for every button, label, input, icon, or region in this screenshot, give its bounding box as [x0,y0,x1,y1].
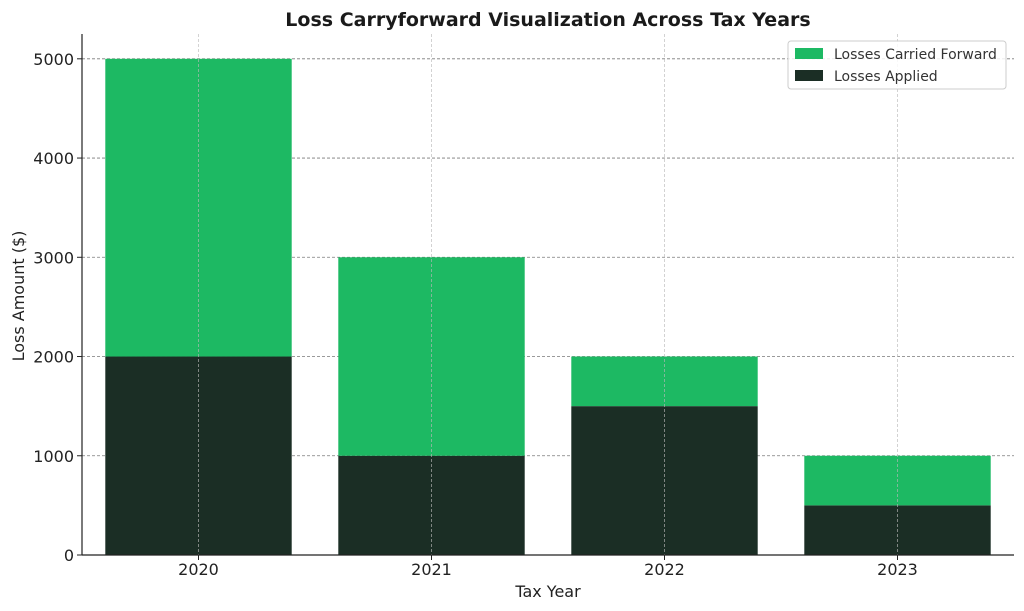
y-tick-label: 1000 [33,447,74,466]
legend-label-losses-applied: Losses Applied [834,69,938,85]
legend-swatch-losses-carried-forward [795,48,823,59]
legend: Losses Carried Forward Losses Applied [787,40,1007,90]
bars [105,58,991,555]
y-tick-label: 3000 [33,248,74,267]
tick-labels: 0 1000 2000 3000 4000 5000 2020 2021 2022 2023 [33,50,918,579]
x-tick-label: 2022 [644,560,685,579]
chart-title: Loss Carryforward Visualization Across T… [285,9,810,31]
y-tick-label: 4000 [33,149,74,168]
legend-box [787,40,1007,90]
y-tick-label: 5000 [33,50,74,69]
x-axis-label: Tax Year [514,582,581,601]
vertical-grid-lines [198,34,898,555]
y-tick-label: 2000 [33,348,74,367]
x-tick-label: 2021 [411,560,452,579]
legend-label-losses-carried-forward: Losses Carried Forward [834,47,997,63]
x-tick-label: 2023 [877,560,918,579]
legend-swatch-losses-applied [795,70,823,81]
y-tick-label: 0 [64,546,74,565]
y-axis-label: Loss Amount ($) [9,231,28,362]
x-tick-label: 2020 [178,560,219,579]
axes [81,34,1014,556]
